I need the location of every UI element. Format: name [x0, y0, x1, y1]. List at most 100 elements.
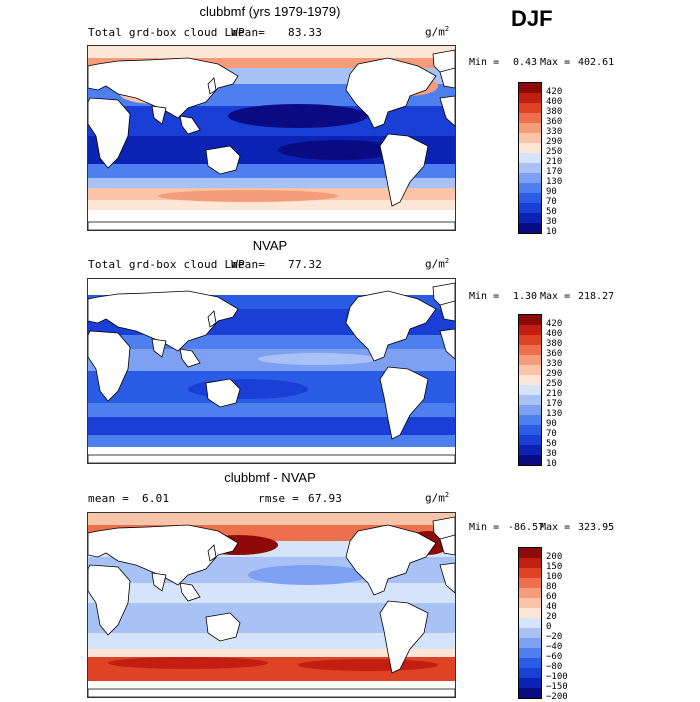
field-blob [258, 353, 378, 365]
field-band [88, 435, 455, 447]
colorbar-swatch [519, 335, 541, 345]
colorbar-tick-label: 60 [546, 592, 557, 602]
colorbar-tick-label: 70 [546, 429, 557, 439]
colorbar-tick-label: 360 [546, 117, 563, 127]
colorbar-swatch [519, 415, 541, 425]
panel-1-title: clubbmf (yrs 1979-1979) [199, 4, 341, 19]
panel-3-title: clubbmf - NVAP [224, 470, 316, 485]
panel-3-mean-label: mean = [88, 492, 129, 505]
field-band [88, 649, 455, 657]
colorbar-swatch [519, 133, 541, 143]
continent-outline [88, 290, 239, 352]
colorbar-tick-label: 170 [546, 399, 563, 409]
colorbar-swatch [519, 618, 541, 628]
field-band [88, 58, 455, 68]
panel-2-map [87, 278, 456, 464]
continent-outline [207, 544, 217, 562]
colorbar-swatch [519, 113, 541, 123]
colorbar-swatch [519, 315, 541, 325]
colorbar-tick-label: 330 [546, 359, 563, 369]
continents [88, 516, 455, 697]
colorbar-tick-label: −200 [546, 692, 568, 702]
colorbar-swatch [519, 203, 541, 213]
continent-outline [439, 300, 455, 322]
colorbar-swatch [519, 365, 541, 375]
field-band [88, 513, 455, 525]
colorbar-swatch [519, 678, 541, 688]
panel-1-mean-label: mean= [231, 26, 266, 39]
panel-3-min-label: Min = [469, 522, 500, 533]
field-blob [228, 104, 368, 128]
panel-3-units: g/m2 [425, 491, 450, 505]
panel-3-rmse-label: rmse = [258, 492, 299, 505]
colorbar-swatch [519, 395, 541, 405]
continents [88, 49, 455, 230]
colorbar-tick-label: −60 [546, 652, 563, 662]
continent-outline [345, 524, 437, 596]
colorbar-swatch [519, 183, 541, 193]
colorbar-swatch [519, 638, 541, 648]
colorbar-swatch [519, 143, 541, 153]
colorbar-swatch [519, 668, 541, 678]
continent-outline [379, 600, 429, 674]
continent-outline [179, 348, 201, 368]
colorbar-tick-label: 100 [546, 572, 563, 582]
continent-outline [439, 562, 455, 594]
colorbar-swatch [519, 163, 541, 173]
colorbar-tick-label: −100 [546, 672, 568, 682]
field-blob [298, 659, 438, 671]
field-band [88, 164, 455, 178]
field-band [88, 403, 455, 417]
field-blob [108, 657, 268, 669]
continent-outline [439, 67, 455, 89]
colorbar-swatch [519, 193, 541, 203]
colorbar-tick-label: 20 [546, 612, 557, 622]
continent-outline [379, 366, 429, 440]
continent-outline [88, 524, 239, 586]
colorbar-tick-label: 360 [546, 349, 563, 359]
panel-2-max-value: 218.27 [578, 291, 615, 302]
colorbar-swatch [519, 173, 541, 183]
continent-outline [88, 97, 131, 169]
field-blob [158, 190, 338, 202]
panel-2-subtitle: Total grd-box cloud LWP [88, 258, 245, 271]
field-band [88, 178, 455, 188]
field-band [88, 46, 455, 58]
field-band [88, 583, 455, 603]
continent-outline [439, 95, 455, 127]
continent-outline [205, 145, 241, 175]
colorbar-tick-label: 210 [546, 389, 563, 399]
colorbar-tick-label: 10 [546, 227, 557, 237]
colorbar-swatch [519, 355, 541, 365]
colorbar-swatch [519, 425, 541, 435]
panel-2-max-label: Max = [540, 291, 571, 302]
field-band [88, 417, 455, 435]
panel-3-colorbar: 200 150 100 80 60 40 20 0 −20 −40 −60 −80 −100 −150 −2… [518, 547, 568, 702]
panel-1-max-label: Max = [540, 57, 571, 68]
colorbar-swatch [519, 435, 541, 445]
continent-outline [379, 133, 429, 207]
colorbar-tick-label: −40 [546, 642, 563, 652]
colorbar-tick-label: −20 [546, 632, 563, 642]
colorbar-swatch [519, 385, 541, 395]
continent-outline [179, 115, 201, 135]
colorbar-tick-label: 0 [546, 622, 552, 632]
colorbar-tick-label: 70 [546, 197, 557, 207]
colorbar-tick-label: 290 [546, 369, 563, 379]
colorbar-swatch [519, 405, 541, 415]
continents [88, 282, 455, 463]
colorbar-tick-label: 380 [546, 107, 563, 117]
colorbar-tick-label: 150 [546, 562, 563, 572]
colorbar-tick-label: 130 [546, 177, 563, 187]
colorbar-swatch [519, 688, 541, 698]
colorbar-tick-label: 30 [546, 217, 557, 227]
panel-1-mean-value: 83.33 [288, 26, 323, 39]
panel-1-colorbar: 420 400 380 360 330 290 250 210 170 130 90 70 50 30 10 [518, 82, 562, 237]
colorbar-swatch [519, 103, 541, 113]
colorbar-swatch [519, 628, 541, 638]
panel-2-title: NVAP [252, 238, 288, 253]
colorbar-swatch [519, 648, 541, 658]
panel-3-map [87, 512, 456, 698]
colorbar-swatch [519, 558, 541, 568]
continent-outline [207, 77, 217, 95]
